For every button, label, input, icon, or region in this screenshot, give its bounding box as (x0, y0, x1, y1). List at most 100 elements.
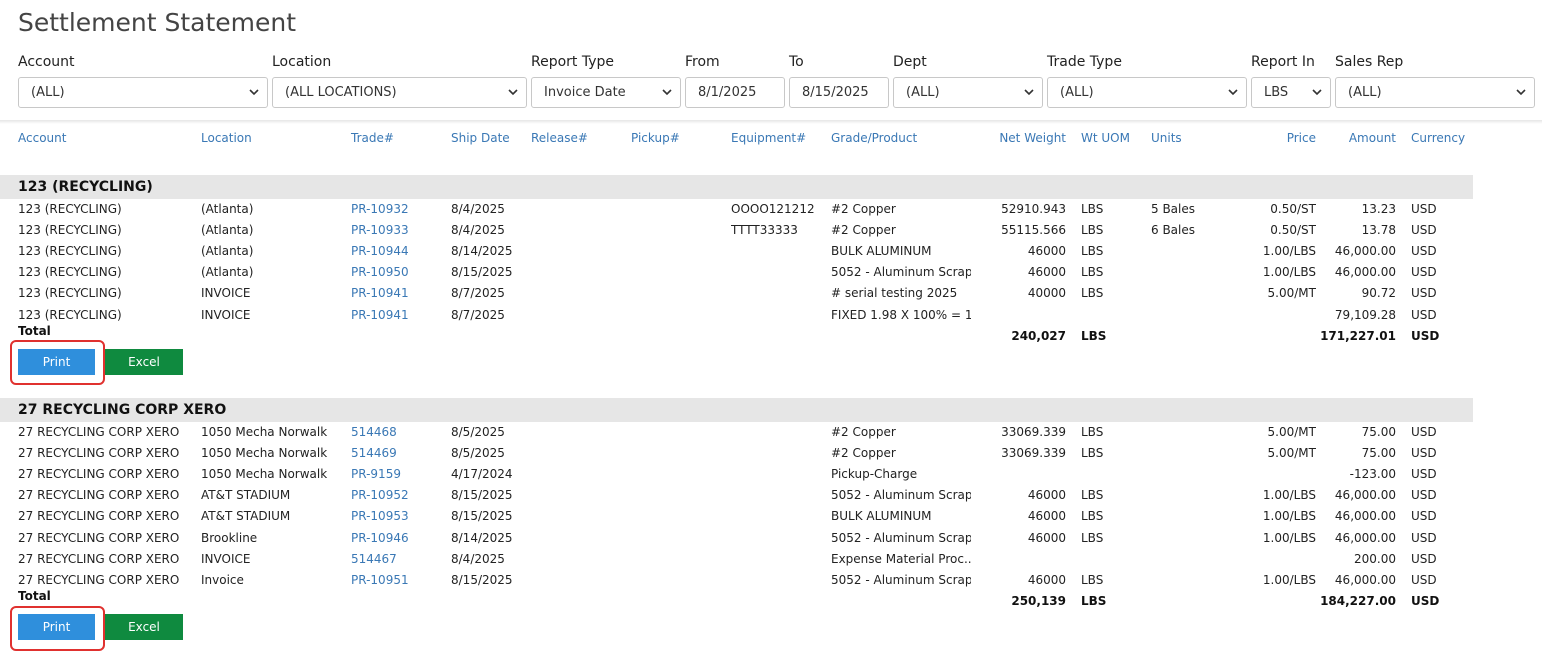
chevron-down-icon (508, 78, 518, 107)
total-row: Total 250,139 LBS 184,227.00 USD (0, 589, 1473, 612)
excel-button[interactable]: Excel (105, 349, 183, 375)
cell-location: (Atlanta) (201, 265, 254, 280)
cell-account: 123 (RECYCLING) (18, 202, 122, 216)
cell-trade-link[interactable]: 514467 (351, 551, 397, 566)
cell-trade-link[interactable]: PR-10944 (351, 244, 409, 259)
cell-net-weight: 46000 (1027, 265, 1066, 280)
report-in-filter-label: Report In (1251, 54, 1315, 70)
table-row: 27 RECYCLING CORP XERO Invoice PR-10951 8/1… (0, 570, 1473, 591)
print-button[interactable]: Print (18, 614, 95, 640)
cell-wt-uom: LBS (1081, 286, 1104, 301)
column-header-equipment[interactable]: Equipment# (731, 131, 807, 145)
cell-amount: 46,000.00 (1334, 244, 1396, 259)
total-row: Total 240,027 LBS 171,227.01 USD (0, 324, 1473, 347)
from-date-input[interactable]: 8/1/2025 (685, 77, 785, 108)
group-title: 123 (RECYCLING) (18, 179, 153, 195)
cell-net-weight: 46000 (1027, 530, 1066, 545)
table-row: 27 RECYCLING CORP XERO AT&T STADIUM PR-109… (0, 506, 1473, 527)
column-header-net-weight[interactable]: Net Weight (999, 131, 1066, 145)
cell-amount: 13.23 (1361, 202, 1396, 216)
table-row: 27 RECYCLING CORP XERO Brookline PR-10946 8… (0, 528, 1473, 549)
cell-ship-date: 8/15/2025 (451, 488, 513, 503)
cell-location: Invoice (201, 572, 244, 587)
table-row: 123 (RECYCLING) INVOICE PR-10941 8/7/2025 # … (0, 283, 1473, 304)
cell-amount: 46,000.00 (1334, 509, 1396, 524)
location-filter-label: Location (272, 54, 332, 70)
cell-ship-date: 8/4/2025 (451, 223, 505, 238)
column-header-units[interactable]: Units (1151, 131, 1182, 145)
total-currency: USD (1411, 593, 1440, 608)
dept-select[interactable]: (ALL) (893, 77, 1043, 108)
location-select[interactable]: (ALL LOCATIONS) (272, 77, 527, 108)
cell-price: 1.00/LBS (1262, 509, 1316, 524)
cell-wt-uom: LBS (1081, 265, 1104, 280)
cell-currency: USD (1411, 509, 1437, 524)
cell-currency: USD (1411, 425, 1437, 439)
cell-trade-link[interactable]: 514468 (351, 425, 397, 439)
trade-type-select[interactable]: (ALL) (1047, 77, 1247, 108)
column-header-price[interactable]: Price (1286, 131, 1316, 145)
cell-account: 123 (RECYCLING) (18, 244, 122, 259)
cell-amount: 46,000.00 (1334, 265, 1396, 280)
cell-wt-uom: LBS (1081, 425, 1104, 439)
cell-trade-link[interactable]: 514469 (351, 446, 397, 461)
column-header-amount[interactable]: Amount (1348, 131, 1396, 145)
cell-account: 27 RECYCLING CORP XERO (18, 425, 180, 439)
cell-ship-date: 8/15/2025 (451, 265, 513, 280)
sales-rep-select[interactable]: (ALL) (1335, 77, 1535, 108)
column-header-release[interactable]: Release# (531, 131, 588, 145)
account-select[interactable]: (ALL) (18, 77, 268, 108)
cell-trade-link[interactable]: PR-10933 (351, 223, 409, 238)
cell-account: 123 (RECYCLING) (18, 223, 122, 238)
cell-net-weight: 33069.339 (1001, 425, 1066, 439)
cell-trade-link[interactable]: PR-10941 (351, 307, 409, 322)
column-header-currency[interactable]: Currency (1411, 131, 1466, 145)
cell-account: 123 (RECYCLING) (18, 265, 122, 280)
group-header: 123 (RECYCLING) (0, 175, 1473, 199)
column-header-grade-product[interactable]: Grade/Product (831, 131, 918, 145)
cell-trade-link[interactable]: PR-10941 (351, 286, 409, 301)
cell-equipment: TTTT33333 (731, 223, 798, 238)
cell-net-weight: 46000 (1027, 244, 1066, 259)
cell-trade-link[interactable]: PR-9159 (351, 467, 401, 482)
cell-net-weight: 40000 (1027, 286, 1066, 301)
to-date-label: To (789, 54, 804, 70)
print-button[interactable]: Print (18, 349, 95, 375)
cell-trade-link[interactable]: PR-10950 (351, 265, 409, 280)
cell-amount: 75.00 (1361, 446, 1396, 461)
cell-location: AT&T STADIUM (201, 488, 291, 503)
excel-button[interactable]: Excel (105, 614, 183, 640)
cell-currency: USD (1411, 446, 1437, 461)
column-header-account[interactable]: Account (18, 131, 67, 145)
cell-trade-link[interactable]: PR-10952 (351, 488, 409, 503)
cell-grade: #2 Copper (831, 425, 896, 439)
report-in-select[interactable]: LBS (1251, 77, 1331, 108)
cell-location: 1050 Mecha Norwalk (201, 425, 328, 439)
column-header-trade[interactable]: Trade# (351, 131, 394, 145)
column-header-location[interactable]: Location (201, 131, 252, 145)
report-type-select[interactable]: Invoice Date (531, 77, 681, 108)
column-header-pickup[interactable]: Pickup# (631, 131, 680, 145)
cell-price: 1.00/LBS (1262, 244, 1316, 259)
cell-trade-link[interactable]: PR-10946 (351, 530, 409, 545)
cell-account: 123 (RECYCLING) (18, 286, 122, 301)
cell-trade-link[interactable]: PR-10953 (351, 509, 409, 524)
account-filter-label: Account (18, 54, 75, 70)
cell-trade-link[interactable]: PR-10951 (351, 572, 409, 587)
total-net-weight: 240,027 (1011, 328, 1066, 343)
cell-price: 1.00/LBS (1262, 488, 1316, 503)
cell-currency: USD (1411, 467, 1437, 482)
cell-amount: 200.00 (1354, 551, 1396, 566)
column-header-ship-date[interactable]: Ship Date (451, 131, 510, 145)
cell-amount: 46,000.00 (1334, 572, 1396, 587)
column-header-wt-uom[interactable]: Wt UOM (1081, 131, 1130, 145)
to-date-input[interactable]: 8/15/2025 (789, 77, 889, 108)
cell-currency: USD (1411, 307, 1437, 322)
cell-price: 0.50/ST (1270, 223, 1316, 238)
cell-currency: USD (1411, 530, 1437, 545)
chevron-down-icon (1024, 78, 1034, 107)
print-button-highlight (10, 340, 105, 385)
cell-grade: Expense Material Proc... (831, 551, 971, 566)
cell-trade-link[interactable]: PR-10932 (351, 202, 409, 216)
cell-amount: 13.78 (1361, 223, 1396, 238)
